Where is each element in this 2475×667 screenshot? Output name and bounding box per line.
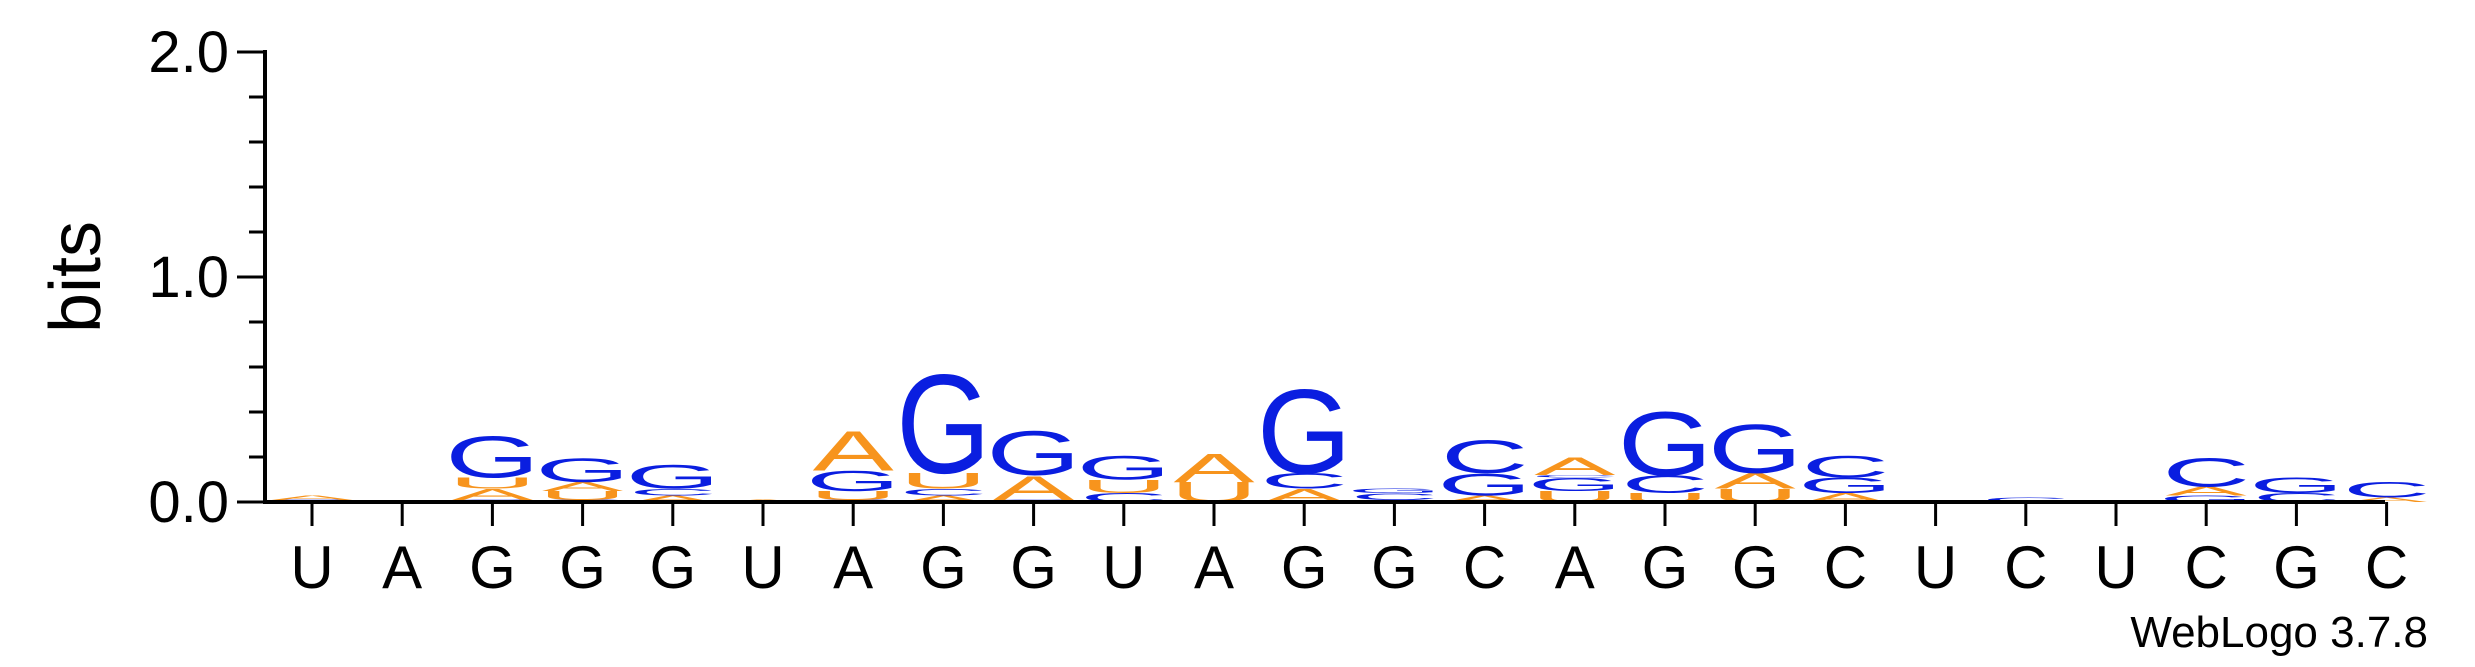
x-tick-label: G <box>2273 534 2320 601</box>
logo-letter-a: A <box>903 494 985 504</box>
x-tick-label: G <box>649 534 696 601</box>
x-tick-label: G <box>1371 534 1418 601</box>
logo-letter-a: A <box>1534 452 1616 480</box>
y-axis-title: bits <box>36 221 116 333</box>
logo-letter-a: A <box>452 486 533 503</box>
x-tick-label: U <box>290 534 333 601</box>
x-tick-label: G <box>1281 534 1328 601</box>
logo-stack: UCG <box>1618 393 1713 505</box>
logo-letter-c: C <box>2343 478 2431 503</box>
logo-stack: CAUG <box>445 424 540 504</box>
x-tick-label: C <box>1824 534 1867 601</box>
logo-letter-u: U <box>809 489 897 503</box>
y-ticks: 0.0 1.0 2.0 <box>148 20 265 535</box>
x-tick-label: C <box>1463 534 1506 601</box>
x-tick-label: C <box>2185 534 2228 601</box>
x-tick-label: A <box>1194 534 1234 601</box>
logo-stack: UA <box>1170 445 1258 508</box>
logo-letter-g: G <box>1077 448 1172 487</box>
logo-letter-g: G <box>1528 474 1623 495</box>
weblogo-credit: WebLogo 3.7.8 <box>2130 608 2428 657</box>
x-tick-label: U <box>741 534 784 601</box>
logo-stack: GAC <box>2159 450 2254 504</box>
logo-letter-u: U <box>539 489 627 503</box>
logo-letter-g: G <box>1257 365 1352 499</box>
logo-letter-c: C <box>1350 491 1438 501</box>
logo-letter-g: G <box>445 424 540 491</box>
x-tick-label: A <box>382 534 422 601</box>
logo-letter-c: C <box>1531 474 1619 478</box>
logo-letter-g: G <box>986 418 1081 489</box>
x-tick-label: G <box>920 534 967 601</box>
logo-stack: CUG <box>1077 448 1172 505</box>
y-tick-label: 1.0 <box>148 245 229 310</box>
logo-letter-u: U <box>1080 476 1168 497</box>
logo-stack: AGC <box>1798 449 1893 505</box>
x-tick-label: C <box>2004 534 2047 601</box>
logo-letter-a: A <box>542 480 624 494</box>
x-tick-label: U <box>1914 534 1957 601</box>
logo-letter-g: G <box>1618 393 1713 495</box>
y-tick-label: 2.0 <box>148 20 229 85</box>
logo-letter-a: A <box>1715 469 1797 494</box>
logo-letter-g: G <box>1798 473 1893 498</box>
logo-letter-a: A <box>2166 484 2248 498</box>
x-tick-label: A <box>1555 534 1595 601</box>
logo-stack: CUAG <box>535 450 630 502</box>
logo-letter-g: G <box>535 450 630 489</box>
logo-stacks: GACAUGCUAGACGACUGAACUGCAGCUGUAACGACGAGCU… <box>265 345 2431 508</box>
logo-letter-u: U <box>899 469 987 494</box>
logo-letter-c: C <box>899 487 987 497</box>
x-tick-label: U <box>2094 534 2137 601</box>
logo-letter-a: A <box>271 494 353 501</box>
logo-letter-a: A <box>813 420 895 483</box>
logo-letter-g: G <box>806 465 901 497</box>
logo-letter-c: C <box>1441 430 1529 483</box>
logo-letter-c: C <box>1982 496 2070 503</box>
x-tick-label: A <box>833 534 873 601</box>
logo-letter-c: C <box>1801 449 1889 484</box>
logo-letter-a: A <box>1173 445 1255 490</box>
logo-stack: C <box>1982 496 2070 503</box>
y-tick-label: 0.0 <box>148 470 229 535</box>
logo-letter-g: G <box>1437 467 1532 502</box>
logo-letter-c: C <box>629 487 717 497</box>
logo-stack: CAG <box>986 418 1081 507</box>
x-tick-label: G <box>469 534 516 601</box>
logo-stack: AGC <box>1437 430 1532 504</box>
logo-letter-g: G <box>2249 473 2344 498</box>
logo-letter-a: A <box>1444 494 1526 504</box>
logo-stack: ACG <box>1257 365 1352 506</box>
logo-stack: ACG <box>626 457 721 504</box>
logo-stack: UAG <box>1708 410 1803 506</box>
logo-letter-a: A <box>2346 496 2428 503</box>
x-tick-label: C <box>2365 534 2408 601</box>
logo-letter-c: C <box>1621 470 1709 498</box>
logo-letter-g: G <box>1347 487 1442 494</box>
logo-letter-g: G <box>1708 410 1803 488</box>
logo-letter-g: G <box>626 457 721 496</box>
x-tick-label: G <box>1642 534 1689 601</box>
logo-letter-u: U <box>448 475 536 492</box>
logo-letter-a: A <box>632 494 714 504</box>
logo-letter-c: C <box>2162 450 2250 495</box>
logo-letter-g: G <box>896 345 991 503</box>
logo-letter-c: C <box>1260 469 1348 494</box>
x-tick-label: G <box>1010 534 1057 601</box>
logo-stack: AC <box>2343 478 2431 504</box>
x-tick-label: G <box>1732 534 1779 601</box>
x-tick-label: G <box>559 534 606 601</box>
x-tick-label: U <box>1102 534 1145 601</box>
logo-letter-g: G <box>2159 494 2254 504</box>
